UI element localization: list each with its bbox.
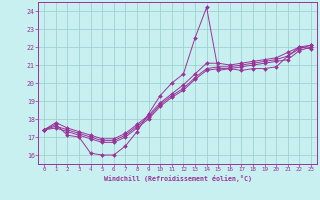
X-axis label: Windchill (Refroidissement éolien,°C): Windchill (Refroidissement éolien,°C) [104,175,252,182]
